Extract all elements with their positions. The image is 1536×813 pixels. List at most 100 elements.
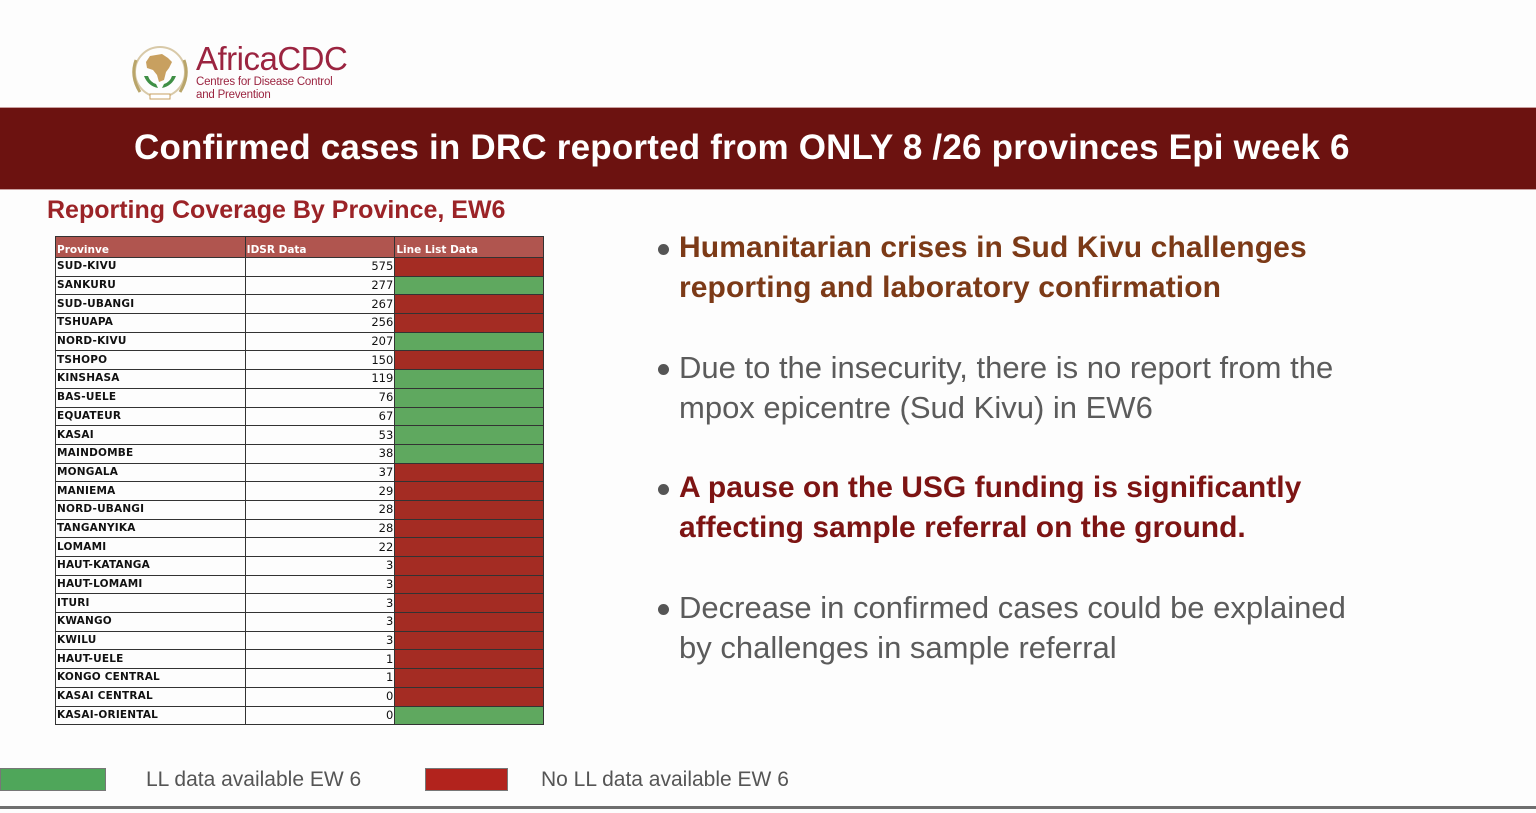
province-cell: MANIEMA [55, 481, 246, 501]
table-row: MONGALA 37 [55, 462, 544, 483]
idsr-cell: 67 [244, 406, 396, 427]
line-list-status-cell [394, 331, 544, 352]
bullet-line: Decrease in confirmed cases could be exp… [679, 590, 1346, 625]
legend-label-available: LL data available EW 6 [146, 768, 362, 791]
table-row: HAUT-UELE 1 [55, 649, 544, 670]
logo-title: AfricaCDC [196, 40, 348, 77]
table-row: EQUATEUR 67 [55, 406, 544, 427]
province-cell: HAUT-KATANGA [55, 556, 246, 576]
idsr-cell: 3 [244, 593, 396, 614]
province-cell: TSHUAPA [55, 313, 246, 333]
idsr-cell: 3 [244, 556, 396, 576]
line-list-status-cell [394, 257, 544, 277]
idsr-cell: 28 [244, 499, 396, 520]
africa-cdc-logo: AfricaCDC Centres for Disease Control an… [128, 40, 348, 104]
province-cell: NORD-KIVU [55, 331, 246, 352]
province-cell: TSHOPO [55, 350, 246, 371]
bullet-dot-icon [658, 484, 669, 495]
province-cell: EQUATEUR [55, 406, 246, 427]
idsr-cell: 38 [244, 443, 396, 464]
province-cell: SUD-KIVU [55, 257, 246, 277]
province-cell: MONGALA [55, 462, 246, 483]
idsr-cell: 0 [244, 686, 396, 707]
logo-subtitle-line1: Centres for Disease Control [196, 76, 333, 88]
line-list-status-cell [394, 630, 544, 651]
bullet-line: affecting sample referral on the ground. [679, 511, 1246, 544]
province-cell: KASAI [55, 425, 246, 445]
legend-label-unavailable: No LL data available EW 6 [541, 768, 789, 791]
africa-emblem-icon [128, 42, 192, 104]
table-row: MAINDOMBE 38 [55, 443, 544, 464]
province-cell: SANKURU [55, 275, 246, 296]
table-row: KWILU 3 [55, 630, 544, 651]
idsr-cell: 76 [244, 387, 396, 408]
idsr-cell: 1 [244, 649, 396, 670]
header-province: Provinve [55, 236, 246, 258]
bullet-line: reporting and laboratory confirmation [679, 271, 1222, 304]
table-row: KASAI CENTRAL 0 [55, 686, 544, 707]
line-list-status-cell [394, 462, 544, 483]
title-banner: Confirmed cases in DRC reported from ONL… [0, 107, 1536, 190]
table-row: KONGO CENTRAL 1 [55, 668, 544, 688]
bullet-line: Humanitarian crises in Sud Kivu challeng… [679, 231, 1307, 264]
table-row: KASAI 53 [55, 425, 544, 445]
line-list-status-cell [394, 350, 544, 371]
province-cell: SUD-UBANGI [55, 294, 246, 315]
legend-swatch-green [0, 768, 106, 791]
table-row: KASAI-ORIENTAL 0 [55, 705, 544, 726]
table-row: SUD-KIVU 575 [55, 257, 544, 277]
line-list-status-cell [394, 574, 544, 595]
idsr-cell: 3 [244, 612, 396, 632]
line-list-status-cell [394, 686, 544, 707]
table-row: KWANGO 3 [55, 612, 544, 632]
province-cell: ITURI [55, 593, 246, 614]
line-list-status-cell [394, 668, 544, 688]
table-row: SUD-UBANGI 267 [55, 294, 544, 315]
line-list-status-cell [394, 518, 544, 539]
header-line-list-data: Line List Data [394, 236, 544, 258]
province-cell: TANGANYIKA [55, 518, 246, 539]
bottom-divider [0, 806, 1536, 809]
province-cell: KINSHASA [55, 369, 246, 389]
table-row: ITURI 3 [55, 593, 544, 614]
bullet-line: by challenges in sample referral [679, 630, 1117, 665]
province-cell: KASAI-ORIENTAL [55, 705, 246, 726]
idsr-cell: 3 [244, 574, 396, 595]
line-list-status-cell [394, 425, 544, 445]
table-header-row: Provinve IDSR Data Line List Data [55, 236, 544, 258]
line-list-status-cell [394, 443, 544, 464]
province-cell: MAINDOMBE [55, 443, 246, 464]
line-list-status-cell [394, 705, 544, 726]
table-row: SANKURU 277 [55, 275, 544, 296]
table-title: Reporting Coverage By Province, EW6 [47, 196, 506, 224]
table-row: TSHUAPA 256 [55, 313, 544, 333]
province-cell: KASAI CENTRAL [55, 686, 246, 707]
line-list-status-cell [394, 406, 544, 427]
province-cell: KONGO CENTRAL [55, 668, 246, 688]
line-list-status-cell [394, 294, 544, 315]
line-list-status-cell [394, 387, 544, 408]
idsr-cell: 29 [244, 481, 396, 501]
idsr-cell: 267 [244, 294, 396, 315]
province-cell: KWANGO [55, 612, 246, 632]
idsr-cell: 1 [244, 668, 396, 688]
bullet-line: Due to the insecurity, there is no repor… [679, 350, 1334, 385]
table-row: KINSHASA 119 [55, 369, 544, 389]
line-list-status-cell [394, 612, 544, 632]
line-list-status-cell [394, 499, 544, 520]
idsr-cell: 150 [244, 350, 396, 371]
table-row: BAS-UELE 76 [55, 387, 544, 408]
idsr-cell: 256 [244, 313, 396, 333]
bullet-line: mpox epicentre (Sud Kivu) in EW6 [679, 390, 1153, 425]
idsr-cell: 3 [244, 630, 396, 651]
idsr-cell: 0 [244, 705, 396, 726]
province-cell: BAS-UELE [55, 387, 246, 408]
reporting-coverage-table: Provinve IDSR Data Line List Data SUD-KI… [55, 236, 544, 726]
table-row: LOMAMI 22 [55, 537, 544, 557]
line-list-status-cell [394, 593, 544, 614]
table-row: TANGANYIKA 28 [55, 518, 544, 539]
bullet-dot-icon [658, 604, 669, 615]
table-row: TSHOPO 150 [55, 350, 544, 371]
idsr-cell: 53 [244, 425, 396, 445]
line-list-status-cell [394, 313, 544, 333]
